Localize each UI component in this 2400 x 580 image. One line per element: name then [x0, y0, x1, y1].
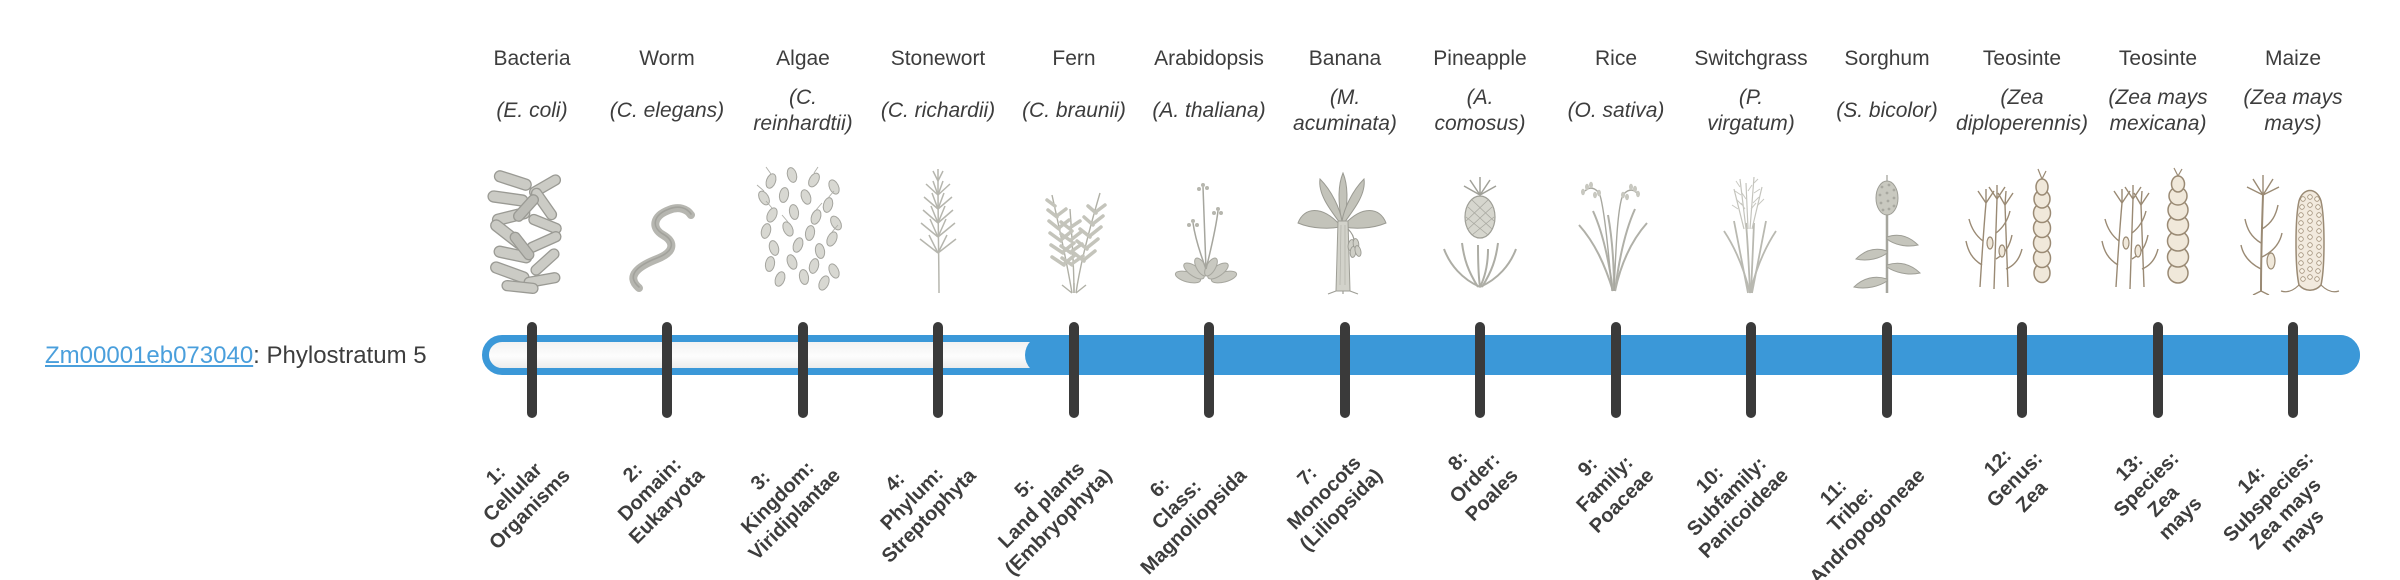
pineapple-icon — [1415, 150, 1545, 295]
phylostratum-label: 9: Family: Poaceae — [1572, 451, 1659, 538]
teosinte-mexicana-icon — [2093, 150, 2223, 295]
algae-icon — [738, 150, 868, 295]
switchgrass-icon — [1686, 150, 1816, 295]
phylostratum-label: 4: Phylum: Streptophyta — [876, 463, 981, 568]
timeline-tick — [2288, 322, 2298, 418]
teosinte-diploperennis-icon — [1957, 150, 2087, 295]
timeline-tick — [1882, 322, 1892, 418]
bacteria-icon — [467, 150, 597, 295]
organism-scientific-name: (C. reinhardtii) — [753, 85, 853, 135]
organism-common-name: Algae — [776, 47, 830, 70]
timeline-tick — [2017, 322, 2027, 418]
organism-scientific-name: (Zea mays mays) — [2243, 85, 2343, 135]
organism-common-name: Banana — [1308, 47, 1382, 70]
timeline-tick — [1069, 322, 1079, 418]
organism-common-name: Stonewort — [890, 47, 986, 70]
worm-icon — [602, 150, 732, 295]
organism-common-name: Pineapple — [1433, 47, 1527, 70]
organism-scientific-name: (E. coli) — [496, 98, 568, 122]
organism-common-name: Rice — [1594, 47, 1637, 70]
phylostratum-label: 12: Genus: Zea — [1980, 444, 2053, 517]
timeline-tick — [1204, 322, 1214, 418]
fern-icon — [1009, 150, 1139, 295]
phylostratum-label: 6: Class: Magnoliopsida — [1136, 464, 1252, 580]
organism-common-name: Arabidopsis — [1154, 47, 1264, 70]
phylostratum-label: 1: Cellular Organisms — [478, 458, 575, 555]
organism-common-name: Sorghum — [1844, 47, 1930, 70]
arabidopsis-icon — [1144, 150, 1274, 295]
organism-common-name: Fern — [1052, 47, 1096, 70]
organism-common-name: Worm — [639, 47, 695, 70]
timeline-track — [482, 335, 2360, 375]
timeline-tick — [1475, 322, 1485, 418]
sorghum-icon — [1822, 150, 1952, 295]
organism-scientific-name: (M. acuminata) — [1293, 85, 1397, 135]
phylostratum-label: 8: Order: Poales — [1443, 447, 1523, 526]
timeline-tick — [527, 322, 537, 418]
organism-common-name: Maize — [2264, 47, 2322, 70]
timeline-fill-phylostratum — [1025, 335, 2360, 375]
phylostratum-label: 3: Kingdom: Viridiplantae — [737, 457, 846, 565]
timeline-tick — [662, 322, 672, 418]
phylostratum-label: 7: Monocots (Liliopsida) — [1283, 452, 1388, 556]
phylostratum-label: 14: Subspecies: Zea mays mays — [2219, 447, 2329, 557]
organism-scientific-name: (C. richardii) — [880, 98, 996, 122]
organism-common-name: Teosinte — [1982, 47, 2062, 70]
organism-common-name: Teosinte — [2118, 47, 2198, 70]
organism-scientific-name: (C. elegans) — [609, 98, 725, 122]
rice-icon — [1551, 150, 1681, 295]
gene-id-link[interactable]: Zm00001eb073040 — [45, 342, 254, 369]
organism-common-name: Switchgrass — [1694, 47, 1808, 70]
timeline-tick — [933, 322, 943, 418]
organism-scientific-name: (A. thaliana) — [1152, 98, 1266, 122]
timeline-tick — [1746, 322, 1756, 418]
maize-icon — [2228, 150, 2358, 295]
organism-scientific-name: (S. bicolor) — [1836, 98, 1938, 122]
phylostratum-label: 2: Domain: Eukaryota — [614, 453, 710, 549]
phylostratum-text: : Phylostratum 5 — [253, 342, 427, 369]
timeline-tick — [798, 322, 808, 418]
timeline-tick — [1611, 322, 1621, 418]
phylostratum-label: 11: Tribe: Andropogoneae — [1805, 464, 1930, 580]
gene-phylostratum-label: Zm00001eb073040: Phylostratum 5 — [45, 342, 427, 370]
organism-scientific-name: (Zea mays mexicana) — [2108, 85, 2208, 135]
organism-scientific-name: (Zea diploperennis) — [1956, 85, 2088, 135]
phylostratum-label: 13: Species: Zea mays — [2109, 447, 2207, 545]
phylostratum-label: 10: Subfamily: Panicoideae — [1683, 452, 1794, 563]
organism-common-name: Bacteria — [493, 47, 571, 70]
timeline-tick — [2153, 322, 2163, 418]
organism-scientific-name: (A. comosus) — [1434, 85, 1526, 135]
organism-scientific-name: (P. virgatum) — [1707, 85, 1795, 135]
timeline-tick — [1340, 322, 1350, 418]
organism-scientific-name: (C. braunii) — [1022, 98, 1126, 122]
phylostratum-label: 5: Land plants (Embryophyta) — [994, 457, 1117, 580]
banana-icon — [1280, 150, 1410, 295]
organism-scientific-name: (O. sativa) — [1567, 98, 1665, 122]
stonewort-icon — [873, 150, 1003, 295]
